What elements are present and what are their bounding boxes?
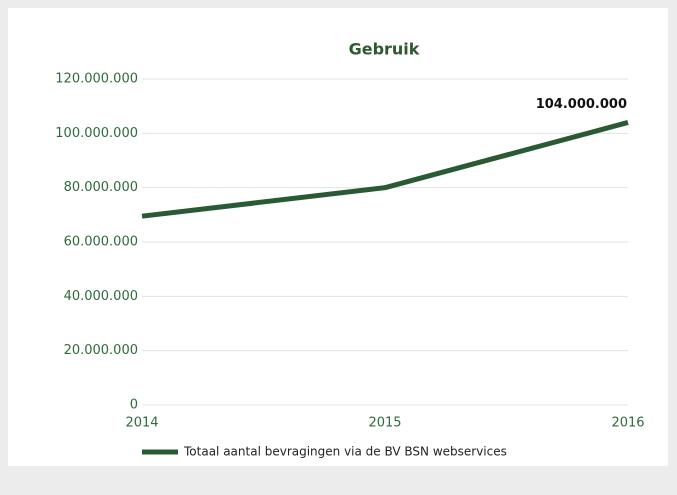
data-label: 104.000.000 xyxy=(536,97,627,112)
y-tick-label: 120.000.000 xyxy=(55,72,138,87)
y-tick-label: 20.000.000 xyxy=(64,343,138,358)
x-tick-label: 2016 xyxy=(611,416,644,431)
y-tick-label: 100.000.000 xyxy=(55,126,138,141)
series-line xyxy=(141,120,629,219)
y-tick-label: 40.000.000 xyxy=(64,289,138,304)
y-tick-label: 80.000.000 xyxy=(64,180,138,195)
chart-title: Gebruik xyxy=(349,40,420,59)
x-tick-label: 2015 xyxy=(368,416,401,431)
y-tick-label: 0 xyxy=(130,398,138,413)
legend-label: Totaal aantal bevragingen via de BV BSN … xyxy=(183,445,507,459)
x-tick-label: 2014 xyxy=(125,416,158,431)
y-tick-label: 60.000.000 xyxy=(64,235,138,250)
panel xyxy=(8,8,668,466)
